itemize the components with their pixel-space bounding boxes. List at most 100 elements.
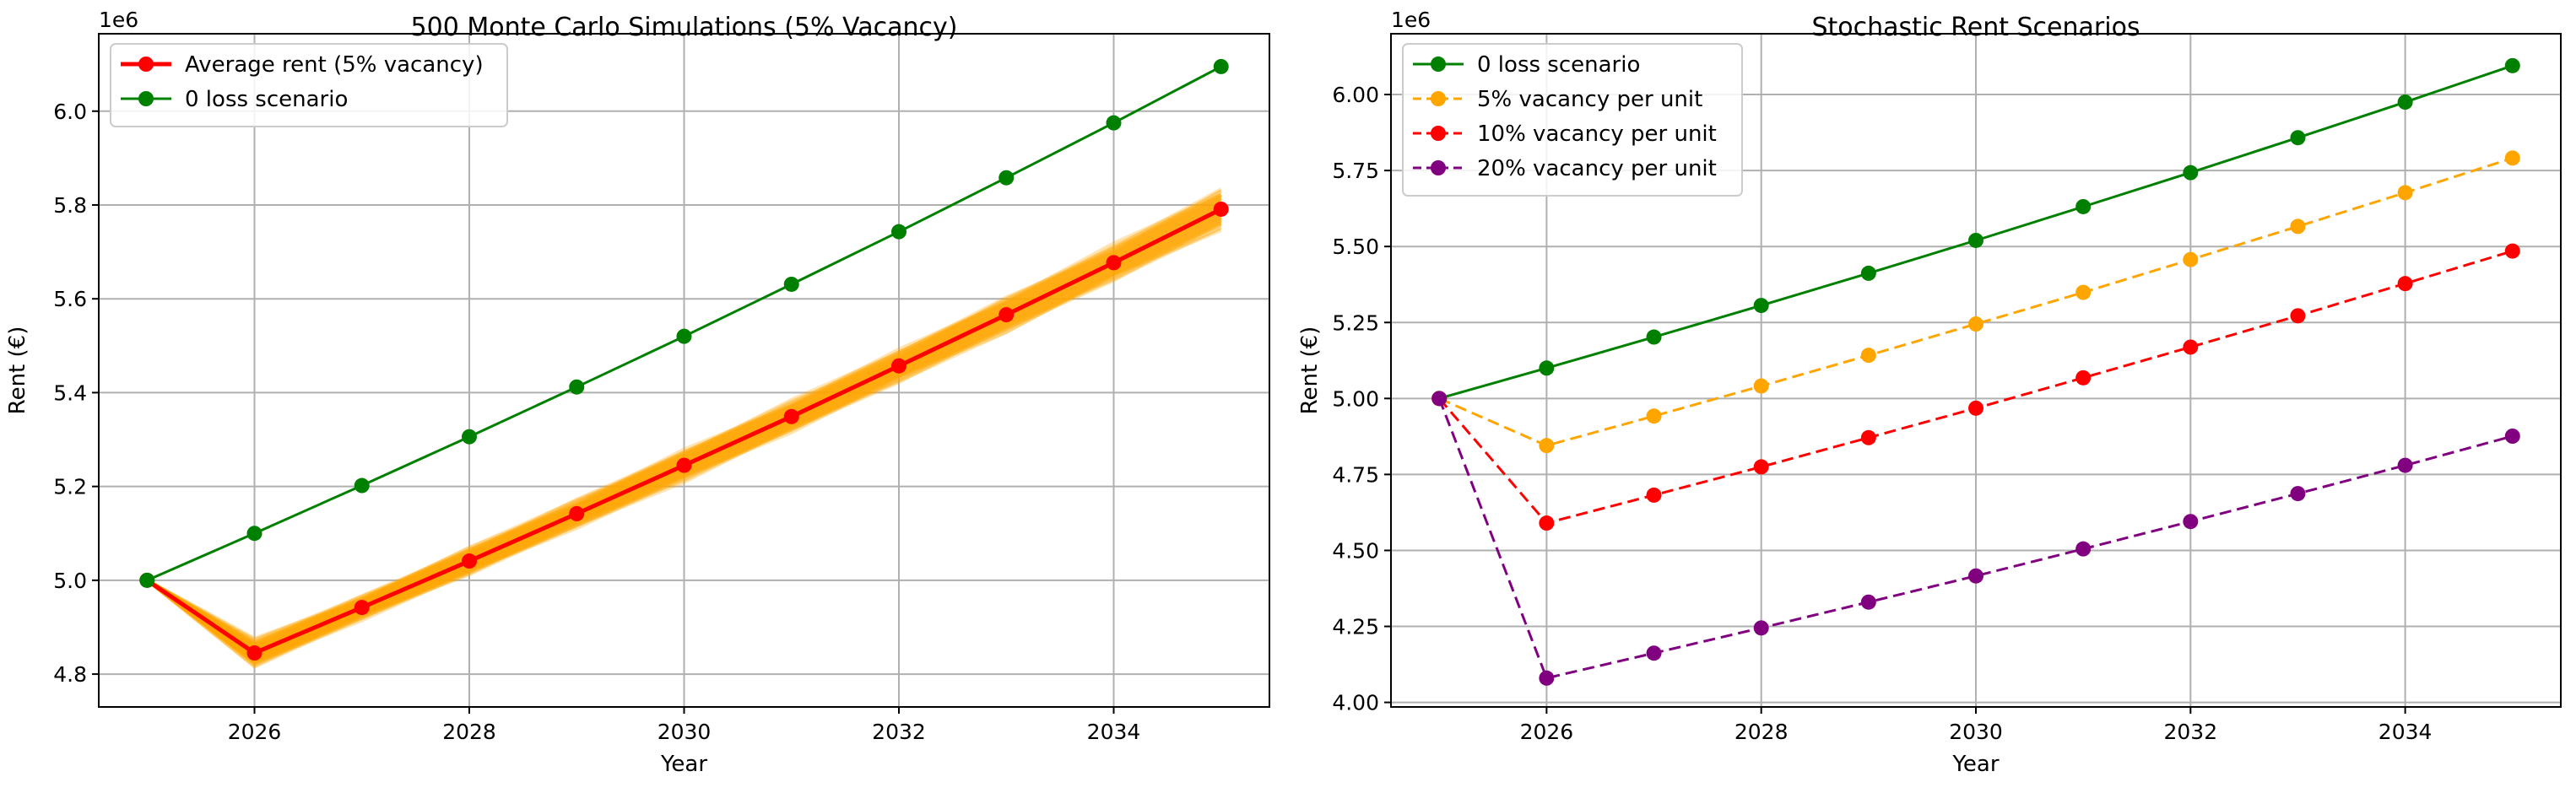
y-axis-label-left: Rent (€)	[5, 326, 30, 415]
data-point	[1106, 255, 1122, 271]
grid-left	[99, 34, 1269, 707]
data-point	[1753, 378, 1769, 394]
simulation-path	[146, 229, 1222, 666]
data-point	[2504, 243, 2520, 259]
simulation-path	[146, 195, 1222, 647]
simulation-path	[146, 223, 1222, 665]
data-point	[569, 379, 585, 395]
data-point	[998, 170, 1015, 186]
legend-right: 0 loss scenario 5% vacancy per unit 10% va…	[1402, 43, 1743, 197]
y-tick-label: 5.2	[53, 475, 87, 499]
data-point	[1860, 594, 1876, 610]
data-point	[2075, 198, 2092, 214]
y-tick-label: 4.50	[1332, 538, 1379, 563]
data-point	[2290, 218, 2306, 235]
legend-marker	[138, 57, 154, 72]
data-point	[2397, 185, 2413, 201]
x-tick-label: 2032	[2163, 720, 2217, 744]
legend-marker	[1431, 126, 1446, 141]
simulation-path	[146, 226, 1222, 669]
legend-left: Average rent (5% vacancy) 0 loss scenario	[110, 43, 508, 127]
data-point	[1646, 408, 1662, 424]
data-point	[2397, 276, 2413, 292]
data-point	[354, 477, 370, 494]
simulation-path	[146, 197, 1222, 649]
chart-left: 2026 2028 2030 2032 2034 4.8 5.0 5.2 5.4 5.6 5.8 6.…	[5, 8, 1270, 777]
x-axis-label-left: Year	[660, 752, 707, 777]
simulation-path	[146, 218, 1222, 661]
simulation-path	[146, 218, 1222, 666]
data-point	[354, 600, 370, 616]
simulation-path	[146, 189, 1222, 646]
y-tick-label: 4.00	[1332, 691, 1379, 715]
data-point	[1646, 329, 1662, 345]
legend-label: 0 loss scenario	[185, 87, 348, 112]
data-point	[1213, 201, 1229, 217]
ticks-right: 2026 2028 2030 2032 2034 4.00 4.25 4.50 4.75 5.00…	[1332, 83, 2432, 744]
x-tick-label: 2030	[658, 720, 712, 744]
x-tick-label: 2030	[1949, 720, 2003, 744]
data-point	[246, 645, 262, 661]
simulation-path	[146, 220, 1222, 661]
legend-label: 10% vacancy per unit	[1477, 121, 1717, 147]
simulation-path	[146, 192, 1222, 640]
data-point	[1539, 360, 1555, 376]
y-axis-label-right: Rent (€)	[1297, 326, 1323, 415]
data-point	[1968, 232, 1983, 248]
simulation-path	[146, 226, 1222, 665]
simulation-path	[146, 222, 1222, 668]
data-point	[676, 328, 692, 344]
data-point	[1968, 400, 1983, 416]
legend-marker	[1431, 57, 1446, 72]
x-tick-label: 2034	[2378, 720, 2433, 744]
data-point	[1646, 645, 1662, 661]
y-tick-label: 5.00	[1332, 386, 1379, 411]
legend-label: Average rent (5% vacancy)	[185, 52, 484, 78]
data-point	[1753, 620, 1769, 636]
data-point	[139, 572, 155, 588]
y-tick-label: 5.6	[53, 287, 87, 311]
data-point	[1539, 515, 1555, 531]
simulation-path	[146, 192, 1222, 648]
x-tick-label: 2028	[1734, 720, 1789, 744]
data-point	[2290, 486, 2306, 502]
data-point	[2504, 428, 2520, 444]
data-point	[1213, 58, 1229, 74]
y-tick-label: 5.0	[53, 569, 87, 593]
data-point	[2183, 251, 2199, 267]
y-offset-label-left: 1e6	[99, 8, 138, 32]
simulation-path	[146, 197, 1222, 645]
x-tick-label: 2034	[1087, 720, 1141, 744]
data-point	[246, 526, 262, 542]
chart-right: 2026 2028 2030 2032 2034 4.00 4.25 4.50 4.75 5.00…	[1297, 8, 2562, 777]
data-point	[1968, 568, 1983, 584]
y-tick-label: 5.25	[1332, 310, 1379, 335]
y-tick-label: 5.50	[1332, 235, 1379, 259]
x-tick-label: 2026	[228, 720, 282, 744]
simulation-path	[146, 220, 1222, 668]
legend-label: 5% vacancy per unit	[1477, 87, 1702, 112]
y-tick-label: 6.0	[53, 100, 87, 124]
data-point	[2183, 165, 2199, 181]
series-line	[1437, 397, 2514, 680]
simulation-path	[146, 222, 1222, 662]
y-tick-label: 4.25	[1332, 615, 1379, 639]
legend-box	[1402, 43, 1743, 197]
data-point	[2504, 57, 2520, 73]
data-point	[676, 457, 692, 473]
data-point	[1860, 429, 1876, 445]
y-tick-label: 5.75	[1332, 159, 1379, 183]
y-tick-label: 5.8	[53, 193, 87, 218]
data-point	[1753, 298, 1769, 314]
data-point	[1860, 265, 1876, 281]
simulation-path	[146, 193, 1222, 648]
data-point	[1968, 316, 1983, 332]
data-point	[569, 505, 585, 521]
data-point	[783, 276, 799, 292]
simulation-path	[146, 196, 1222, 650]
x-tick-label: 2028	[442, 720, 496, 744]
simulation-path	[146, 195, 1222, 645]
simulation-path	[146, 193, 1222, 642]
data-point	[2183, 339, 2199, 355]
